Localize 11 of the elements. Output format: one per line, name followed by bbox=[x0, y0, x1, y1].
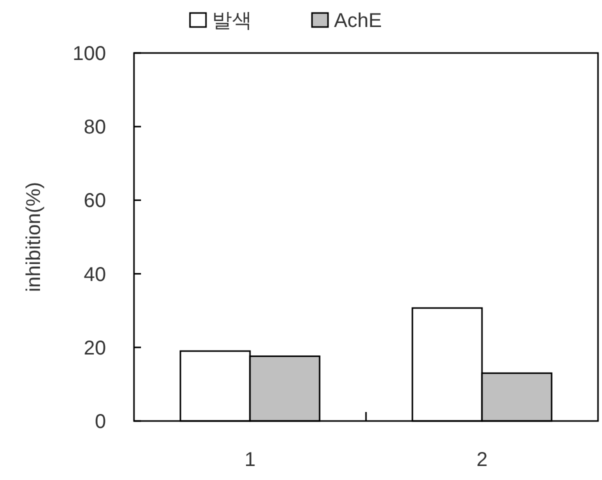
legend-label: 발색 bbox=[212, 10, 252, 32]
y-tick-label: 40 bbox=[84, 264, 106, 286]
y-tick-label: 0 bbox=[94, 411, 106, 433]
legend-label: AchE bbox=[334, 10, 382, 32]
y-tick-label: 100 bbox=[72, 43, 106, 65]
y-tick-label: 60 bbox=[84, 190, 106, 212]
y-axis-title: inhibition(%) bbox=[23, 182, 45, 292]
y-tick-label: 20 bbox=[84, 337, 106, 360]
x-tick-label: 2 bbox=[476, 449, 488, 471]
x-tick-label: 1 bbox=[244, 449, 256, 471]
y-tick-label: 80 bbox=[84, 116, 106, 139]
